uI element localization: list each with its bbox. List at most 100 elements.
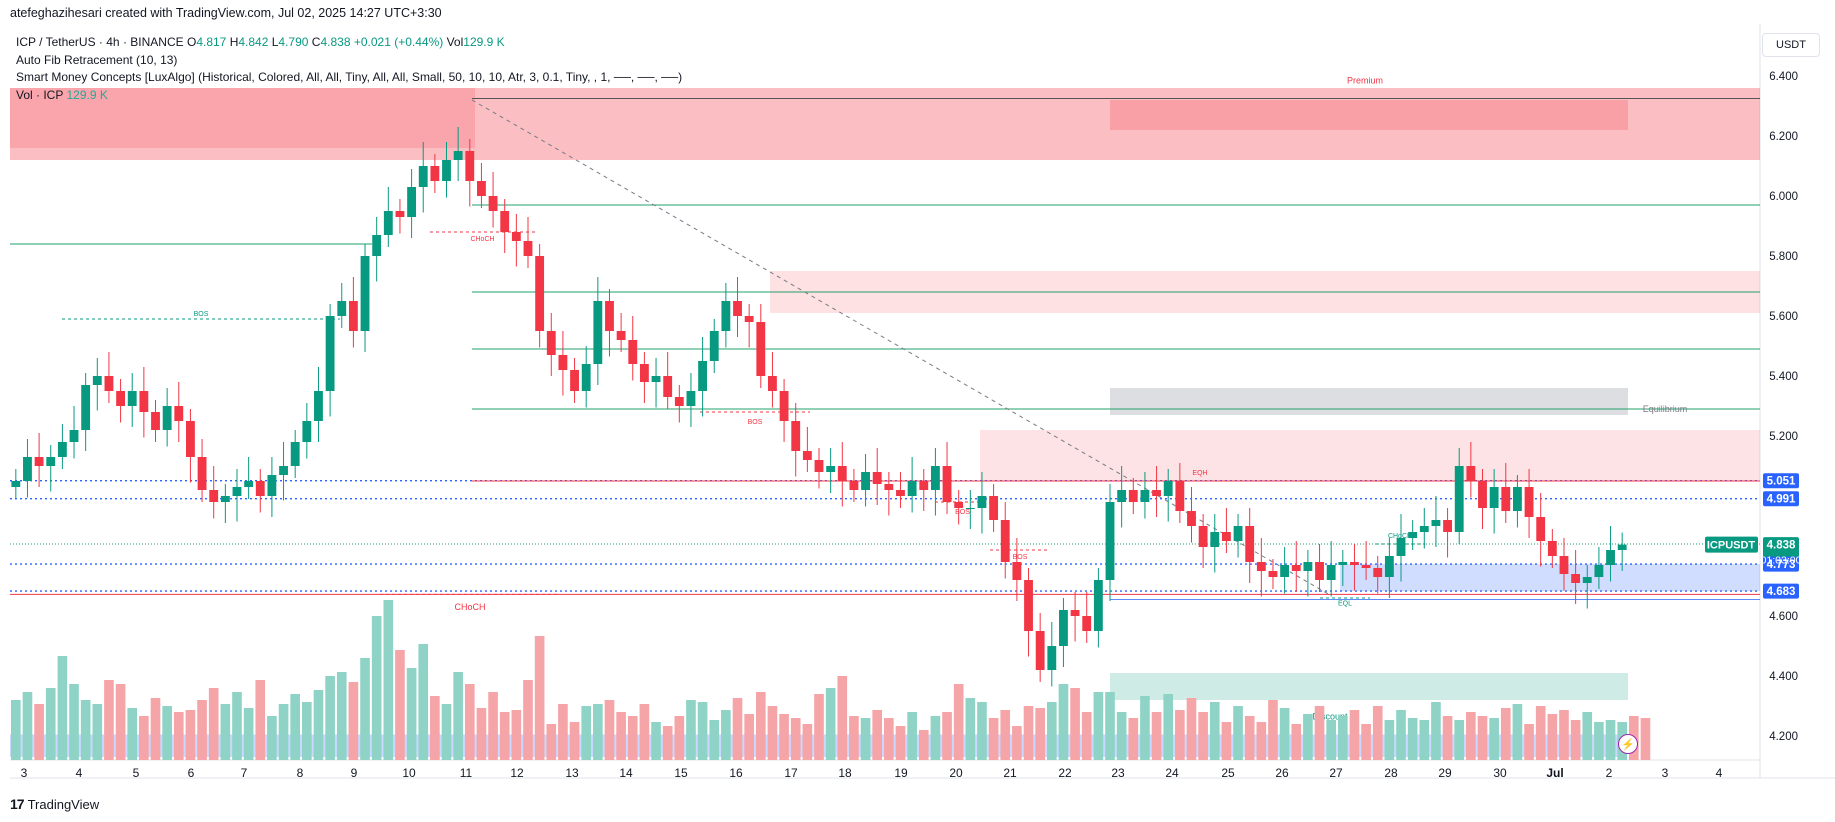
indicator-smc[interactable]: Smart Money Concepts [LuxAlgo] (Historic… [16, 70, 683, 84]
volume-bar [80, 700, 91, 760]
creator-caption: atefeghazihesari created with TradingVie… [10, 6, 442, 20]
candle-body [605, 301, 614, 331]
volume-bar [790, 718, 801, 760]
volume-bar [1128, 718, 1139, 760]
currency-selector[interactable]: USDT [1762, 33, 1820, 57]
tradingview-logo[interactable]: 17 TradingView [10, 796, 99, 812]
candle-body [325, 316, 335, 391]
volume-bar [1035, 708, 1045, 760]
x-tick-label: 6 [188, 766, 195, 780]
candle-body [1233, 526, 1243, 541]
candle-body [151, 412, 160, 430]
legend-ohlc-row[interactable]: ICP / TetherUS · 4h · BINANCE O4.817 H4.… [16, 34, 682, 52]
candle-body [220, 496, 230, 502]
candle-body [639, 364, 649, 382]
candle-body [744, 316, 754, 322]
candle-body [674, 397, 684, 406]
volume-bar [1442, 716, 1453, 760]
flash-icon[interactable]: ⚡ [1618, 734, 1638, 754]
structure-label: CHoCH [470, 236, 494, 243]
volume-bar [1256, 722, 1267, 760]
candle-body [407, 187, 417, 217]
x-tick-label: 18 [838, 766, 852, 780]
volume-bar [1500, 708, 1511, 760]
x-tick-label: 21 [1003, 766, 1017, 780]
indicator-fib[interactable]: Auto Fib Retracement (10, 13) [16, 52, 178, 67]
x-tick-label: 26 [1275, 766, 1289, 780]
volume-bar [1058, 684, 1069, 760]
volume-bar [1512, 704, 1523, 760]
symbol-label-box [1705, 536, 1758, 553]
candle-body [837, 466, 847, 481]
volume-bar [488, 692, 498, 760]
y-tick-label: 4.600 [1769, 611, 1798, 623]
candle-body [651, 376, 661, 382]
legend-symbol[interactable]: ICP / TetherUS · 4h · BINANCE [16, 35, 184, 49]
candle-body [1047, 646, 1057, 670]
volume-bar [255, 680, 266, 760]
candle-body [698, 361, 708, 391]
equilibrium-zone [1110, 388, 1628, 415]
volume-bar [34, 704, 44, 760]
candle-body [197, 457, 207, 490]
candle-body [802, 451, 812, 460]
indicator-volume[interactable]: Vol · ICP 129.9 K [16, 87, 682, 105]
structure-label: EQL [1338, 601, 1352, 608]
volume-bar [162, 706, 172, 760]
candle-body [1454, 466, 1464, 532]
price-label-box [1763, 473, 1799, 489]
volume-bar [755, 692, 766, 760]
supply-block-right [980, 430, 1760, 481]
x-tick-label: 2 [1606, 766, 1613, 780]
candle-body [1024, 580, 1033, 631]
candle-body [418, 166, 428, 187]
x-tick-label: 20 [949, 766, 963, 780]
candle-body [1489, 487, 1499, 508]
candle-body [1093, 580, 1103, 631]
volume-bar [1303, 714, 1313, 760]
volume-bar [1198, 712, 1208, 760]
candle-body [826, 466, 836, 472]
y-tick-label: 6.000 [1769, 191, 1798, 203]
candle-body [593, 301, 603, 364]
candle-body [523, 241, 533, 256]
candle-body [23, 457, 32, 481]
volume-bar [593, 704, 603, 760]
volume-bar [1163, 694, 1174, 760]
chart-legend: ICP / TetherUS · 4h · BINANCE O4.817 H4.… [16, 34, 682, 104]
legend-vol-label: Vol [446, 35, 464, 49]
volume-bar [1326, 720, 1336, 760]
candle-body [1268, 571, 1278, 577]
volume-bar [92, 704, 103, 760]
volume-bar [1233, 706, 1243, 760]
candle-body [930, 466, 940, 490]
candle-countdown: 01:03:00 [1761, 555, 1802, 567]
volume-bar [1151, 712, 1162, 760]
volume-bar [1105, 692, 1115, 760]
candle-body [791, 421, 801, 451]
premium-zone [10, 88, 1760, 160]
candle-body [1396, 538, 1406, 556]
candle-body [1163, 481, 1173, 496]
volume-bar [1291, 724, 1302, 760]
candle-body [1082, 616, 1092, 631]
volume-bar [267, 716, 277, 760]
candle-body [81, 385, 91, 430]
structure-label: BOS [748, 419, 763, 426]
x-tick-label: 28 [1384, 766, 1398, 780]
candle-body [139, 391, 149, 412]
volume-bar [1535, 706, 1546, 760]
supply-block-left [10, 88, 475, 148]
volume-bar [173, 712, 184, 760]
volume-bar [965, 698, 976, 760]
volume-bar [1547, 714, 1558, 760]
candle-body [616, 331, 626, 340]
candle-body [92, 376, 102, 385]
candle-body [302, 421, 312, 442]
volume-bar [383, 600, 394, 760]
candle-body [989, 496, 999, 520]
volume-bar [639, 704, 650, 760]
x-tick-label: 4 [76, 766, 83, 780]
structure-label: EQH [1192, 470, 1207, 477]
